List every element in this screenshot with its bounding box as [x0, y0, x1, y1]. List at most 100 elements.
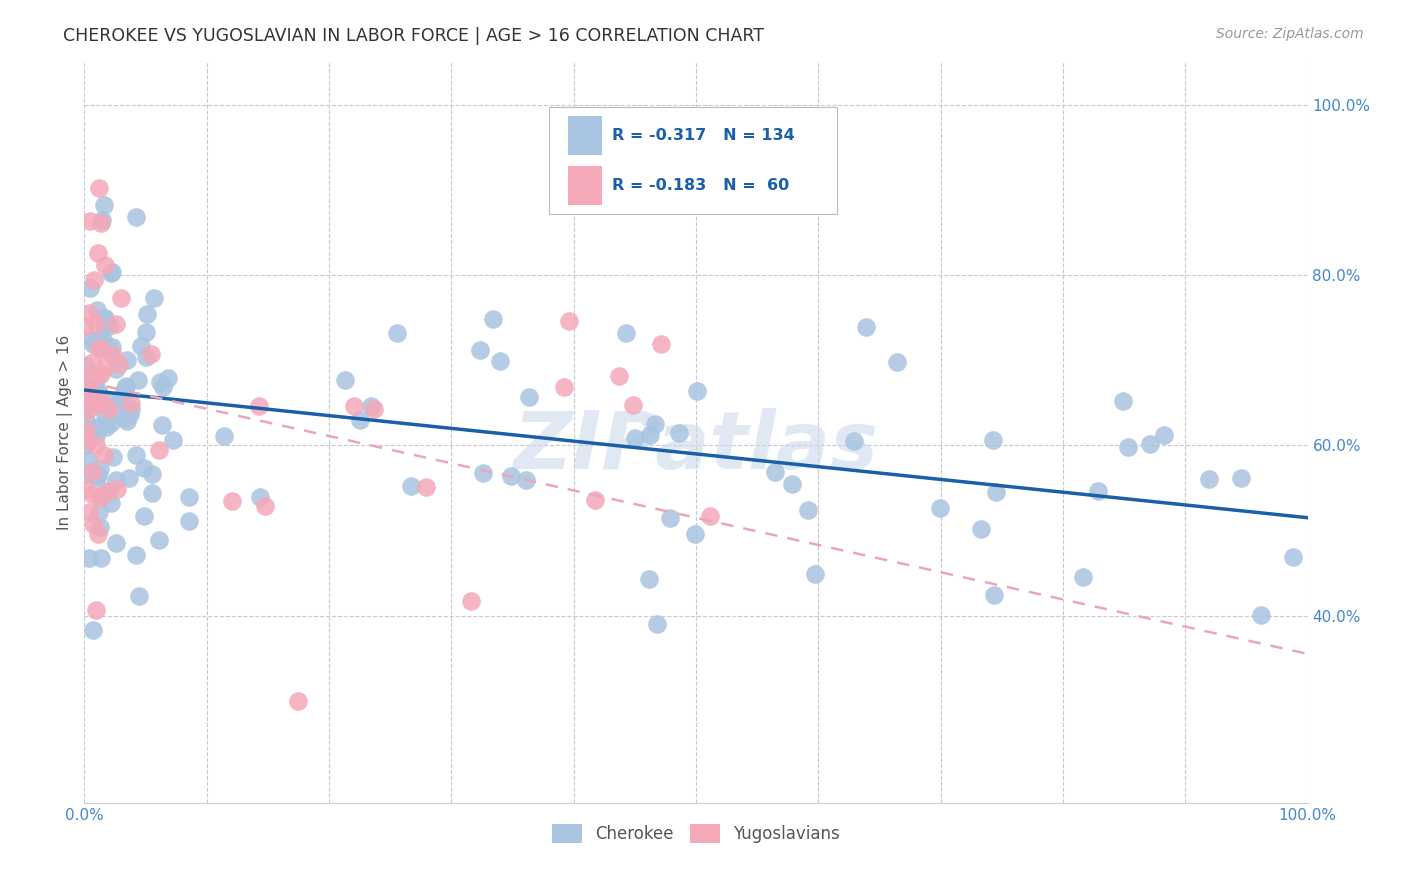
Point — [515, 473, 537, 487]
Point — [75, 420, 97, 434]
Point — [75, 414, 97, 428]
Point — [120, 407, 142, 421]
Point — [82, 384, 104, 398]
Text: R = -0.183   N =  60: R = -0.183 N = 60 — [612, 178, 789, 193]
Point — [287, 694, 309, 708]
Point — [82, 337, 104, 351]
Point — [804, 566, 827, 581]
Point — [100, 266, 122, 280]
Point — [82, 487, 104, 501]
Point — [91, 212, 114, 227]
Point — [644, 417, 666, 432]
Point — [79, 281, 101, 295]
Point — [73, 400, 96, 414]
Point — [519, 390, 541, 404]
Point — [115, 414, 138, 428]
Point — [111, 389, 134, 403]
Point — [482, 311, 505, 326]
Point — [780, 477, 803, 491]
Point — [89, 520, 111, 534]
Point — [87, 246, 110, 260]
Point — [129, 339, 152, 353]
Point — [399, 479, 422, 493]
Point — [94, 359, 117, 374]
Point — [349, 413, 371, 427]
Point — [1281, 550, 1303, 565]
Point — [86, 421, 108, 435]
Point — [82, 466, 104, 480]
Point — [177, 490, 200, 504]
Point — [668, 426, 690, 441]
Point — [90, 392, 112, 407]
Point — [93, 311, 115, 326]
Point — [75, 374, 97, 388]
Point — [638, 572, 661, 586]
Point — [650, 336, 672, 351]
Point — [150, 417, 173, 432]
Point — [75, 391, 97, 405]
Point — [80, 333, 103, 347]
Point — [93, 197, 115, 211]
Point — [468, 343, 491, 357]
Point — [645, 616, 668, 631]
Point — [82, 624, 104, 638]
Legend: Cherokee, Yugoslavians: Cherokee, Yugoslavians — [546, 817, 846, 850]
Point — [132, 509, 155, 524]
Point — [87, 384, 110, 398]
Point — [93, 448, 115, 462]
Point — [90, 368, 112, 382]
Point — [89, 388, 111, 402]
FancyBboxPatch shape — [550, 107, 837, 214]
Point — [89, 181, 111, 195]
Point — [583, 493, 606, 508]
Point — [1153, 428, 1175, 442]
Point — [90, 343, 112, 357]
Point — [87, 527, 110, 541]
Point — [765, 466, 787, 480]
Point — [90, 216, 112, 230]
Point — [124, 211, 146, 225]
Point — [115, 379, 138, 393]
Point — [87, 467, 110, 482]
Point — [73, 318, 96, 333]
Point — [104, 362, 127, 376]
Point — [89, 461, 111, 475]
Point — [1087, 484, 1109, 499]
Point — [254, 499, 277, 513]
Point — [91, 333, 114, 347]
Point — [77, 550, 100, 565]
Point — [86, 398, 108, 412]
Point — [86, 429, 108, 443]
Point — [84, 317, 107, 331]
Point — [73, 368, 96, 383]
Point — [1139, 437, 1161, 451]
Point — [928, 501, 950, 516]
Point — [107, 483, 129, 497]
Point — [98, 343, 121, 358]
Point — [360, 399, 382, 413]
Point — [77, 453, 100, 467]
Point — [86, 603, 108, 617]
Point — [553, 379, 575, 393]
Point — [105, 317, 128, 331]
Point — [658, 511, 681, 525]
Point — [125, 448, 148, 462]
Point — [127, 373, 149, 387]
Point — [117, 404, 139, 418]
Point — [89, 491, 111, 506]
Point — [76, 428, 98, 442]
Point — [607, 368, 630, 383]
Point — [100, 340, 122, 354]
Point — [118, 471, 141, 485]
Point — [120, 396, 142, 410]
Point — [139, 347, 162, 361]
Point — [77, 505, 100, 519]
Point — [77, 305, 100, 319]
Point — [148, 533, 170, 548]
Point — [128, 589, 150, 603]
Point — [100, 416, 122, 430]
Point — [621, 398, 644, 412]
Point — [101, 264, 124, 278]
Point — [1230, 471, 1253, 485]
Point — [77, 378, 100, 392]
